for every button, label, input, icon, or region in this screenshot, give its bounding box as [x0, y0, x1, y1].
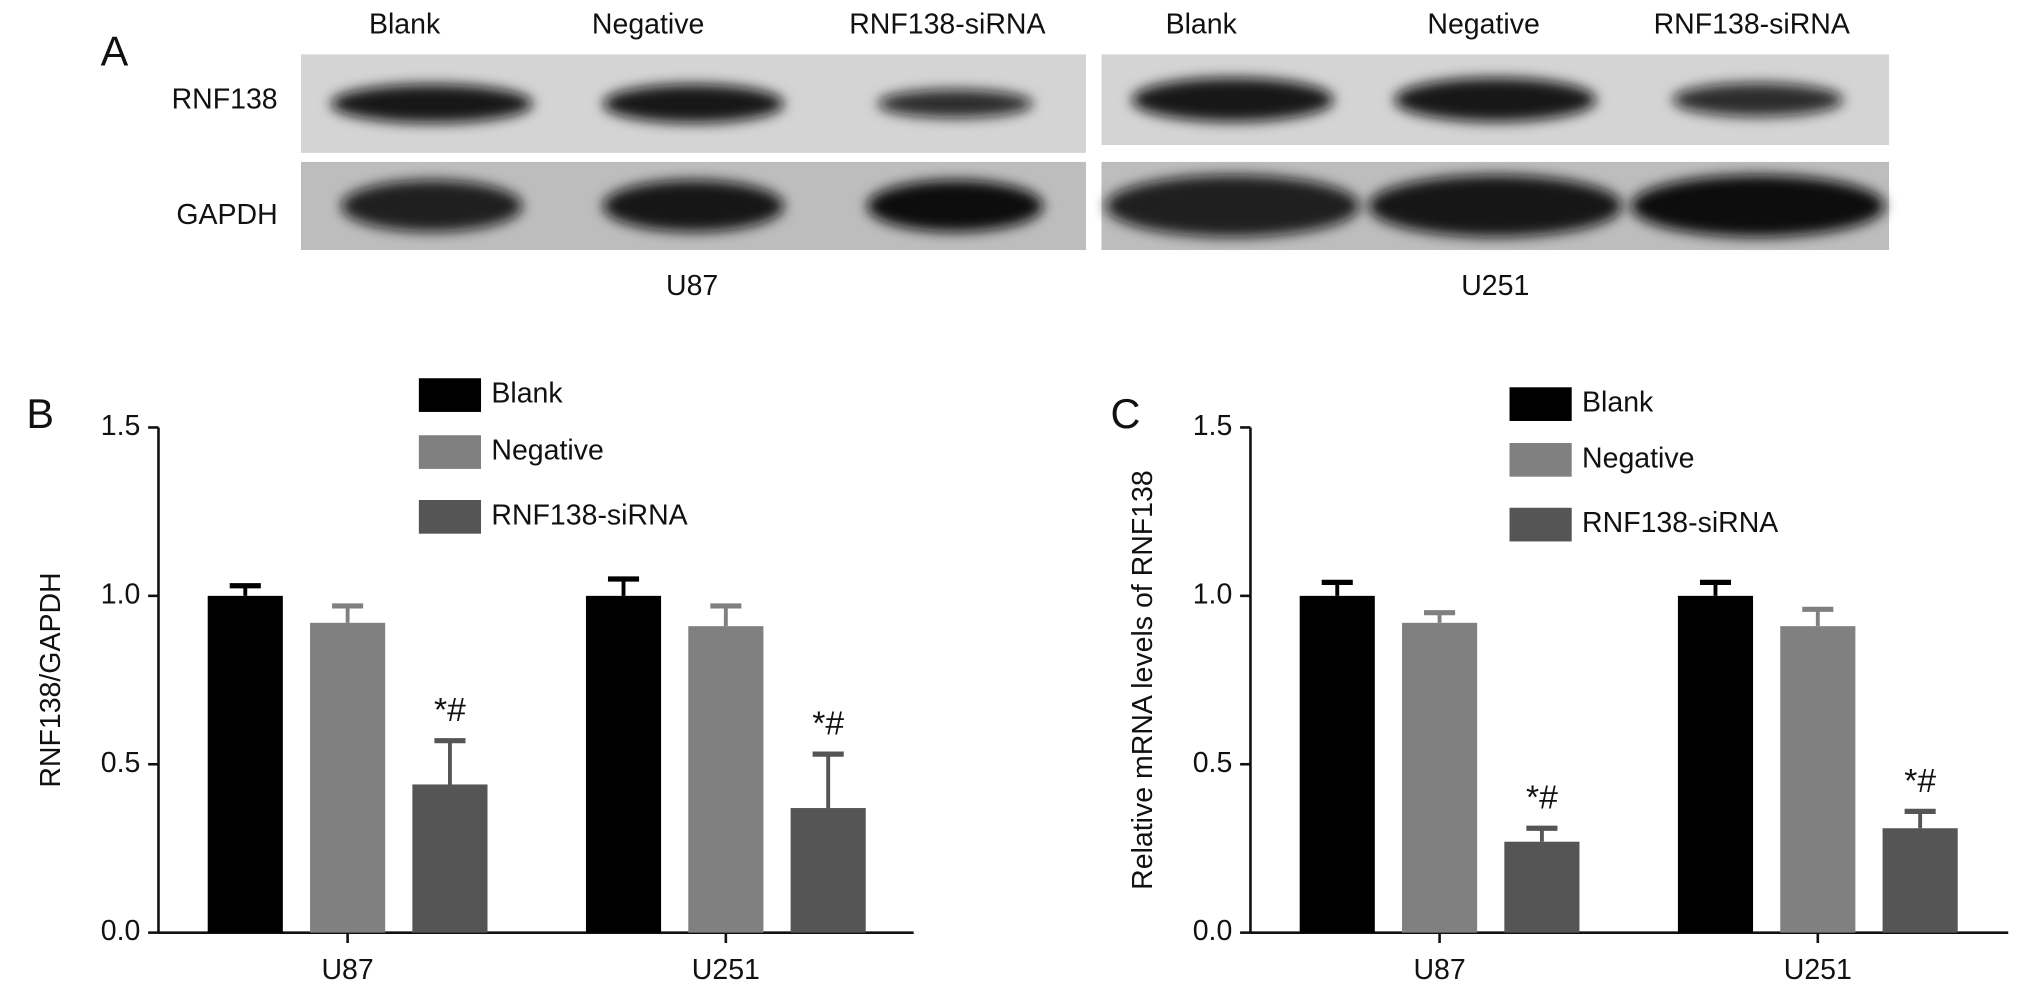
blot-band: [1131, 77, 1334, 122]
annotation: *#: [812, 706, 844, 743]
legend-swatch: [1509, 443, 1572, 477]
y-tick-label: 0.5: [101, 747, 141, 779]
panel-label: A: [101, 27, 129, 74]
row-label: RNF138: [172, 84, 278, 116]
blot-band: [1630, 174, 1885, 238]
blot-band: [1105, 174, 1360, 238]
annotation: *#: [1904, 763, 1936, 800]
blot-band: [330, 84, 533, 124]
legend-swatch: [418, 435, 482, 469]
blot-band: [1368, 174, 1623, 238]
legend-label: Blank: [491, 378, 563, 410]
bar: [207, 595, 283, 933]
blot-band: [1672, 82, 1844, 117]
x-tick-label: U251: [1784, 954, 1852, 986]
legend-label: Blank: [1582, 387, 1654, 419]
y-tick-label: 1.5: [1193, 410, 1233, 442]
lane-label: Negative: [592, 8, 704, 40]
bar: [412, 784, 488, 933]
bar: [790, 808, 866, 933]
y-tick-label: 1.0: [1193, 578, 1233, 610]
row-label: GAPDH: [176, 199, 277, 231]
legend-swatch: [418, 500, 482, 534]
lane-label: RNF138-siRNA: [1654, 8, 1850, 40]
y-tick-label: 0.0: [1193, 915, 1233, 947]
legend-label: Negative: [491, 435, 603, 467]
legend-label: RNF138-siRNA: [1582, 507, 1778, 539]
y-tick-label: 0.5: [1193, 747, 1233, 779]
lane-label: Blank: [1166, 8, 1238, 40]
legend-label: Negative: [1582, 442, 1694, 474]
bar: [688, 626, 764, 933]
annotation: *#: [434, 692, 466, 729]
lane-label: Blank: [369, 8, 441, 40]
blot-band: [877, 89, 1033, 118]
bar: [585, 595, 662, 933]
y-axis-label: RNF138/GAPDH: [35, 572, 67, 787]
lane-label: RNF138-siRNA: [849, 8, 1045, 40]
legend-swatch: [1509, 387, 1572, 421]
blot-band: [1394, 77, 1597, 122]
bar: [1677, 595, 1754, 933]
y-tick-label: 0.0: [101, 915, 141, 947]
bar: [1299, 595, 1375, 933]
cell-line-label: U87: [666, 270, 718, 302]
panel-label: B: [26, 390, 54, 437]
y-tick-label: 1.0: [101, 578, 141, 610]
legend-swatch: [418, 378, 482, 412]
bar: [310, 622, 386, 933]
y-axis-label: Relative mRNA levels of RNF138: [1127, 470, 1159, 890]
legend-label: RNF138-siRNA: [491, 499, 687, 531]
bar: [1402, 622, 1478, 933]
x-tick-label: U87: [321, 954, 373, 986]
cell-line-label: U251: [1461, 270, 1529, 302]
blot-band: [602, 84, 785, 124]
legend-swatch: [1509, 507, 1572, 542]
annotation: *#: [1526, 780, 1558, 817]
bar: [1504, 841, 1580, 933]
blot-band: [867, 180, 1044, 232]
y-tick-label: 1.5: [101, 410, 141, 442]
blot-band: [602, 180, 785, 232]
bar: [1780, 626, 1856, 933]
x-tick-label: U87: [1413, 954, 1465, 986]
bar: [1882, 828, 1958, 933]
lane-label: Negative: [1427, 8, 1539, 40]
panel-label: C: [1111, 390, 1141, 437]
x-tick-label: U251: [692, 954, 760, 986]
blot-band: [341, 180, 523, 232]
